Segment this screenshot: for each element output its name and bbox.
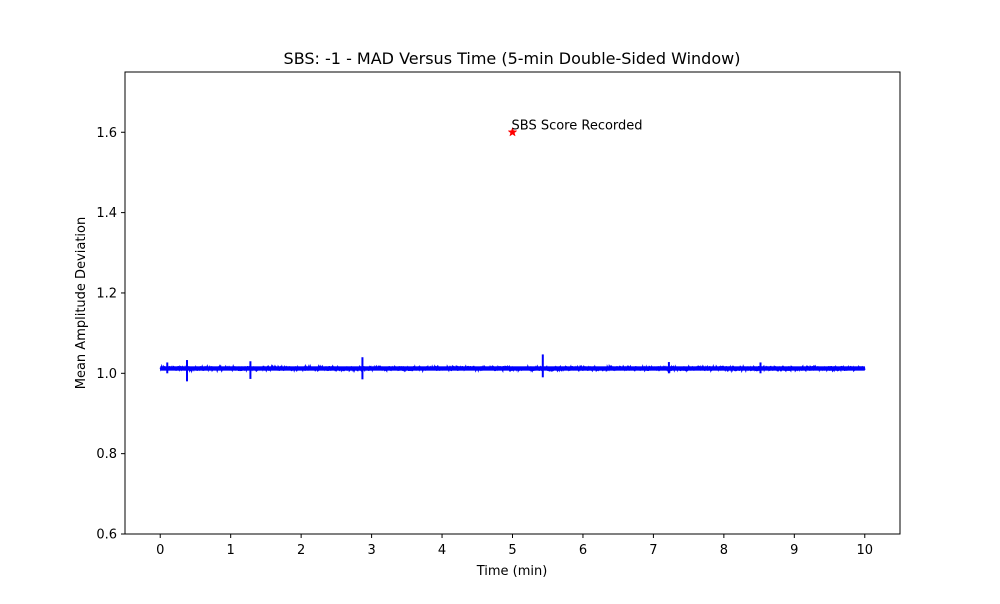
y-tick-label: 1.2 bbox=[96, 286, 117, 301]
x-axis-label: Time (min) bbox=[476, 564, 548, 579]
x-tick-label: 7 bbox=[649, 543, 657, 558]
x-tick-label: 10 bbox=[856, 543, 873, 558]
x-tick-label: 8 bbox=[720, 543, 728, 558]
y-tick-label: 0.8 bbox=[96, 447, 117, 462]
x-tick-label: 4 bbox=[438, 543, 446, 558]
x-axis: 0 1 2 3 4 5 6 7 8 9 10 bbox=[156, 534, 873, 558]
x-tick-label: 0 bbox=[156, 543, 164, 558]
x-tick-label: 9 bbox=[790, 543, 798, 558]
x-tick-label: 3 bbox=[367, 543, 375, 558]
chart-title: SBS: -1 - MAD Versus Time (5-min Double-… bbox=[284, 49, 741, 68]
y-tick-label: 1.4 bbox=[96, 206, 117, 221]
y-tick-label: 0.6 bbox=[96, 528, 117, 543]
annotation-group: SBS Score Recorded bbox=[507, 118, 643, 137]
y-tick-label: 1.0 bbox=[96, 367, 117, 382]
annotation-label: SBS Score Recorded bbox=[512, 118, 643, 133]
x-tick-label: 2 bbox=[297, 543, 305, 558]
x-tick-label: 6 bbox=[579, 543, 587, 558]
y-axis: 0.6 0.8 1.0 1.2 1.4 1.6 bbox=[96, 126, 125, 543]
series-band bbox=[160, 366, 865, 371]
annotation-star-marker bbox=[507, 127, 518, 137]
x-tick-label: 1 bbox=[227, 543, 235, 558]
y-tick-label: 1.6 bbox=[96, 126, 117, 141]
y-axis-label: Mean Amplitude Deviation bbox=[74, 217, 89, 390]
x-tick-label: 5 bbox=[508, 543, 516, 558]
series-group bbox=[159, 354, 866, 382]
